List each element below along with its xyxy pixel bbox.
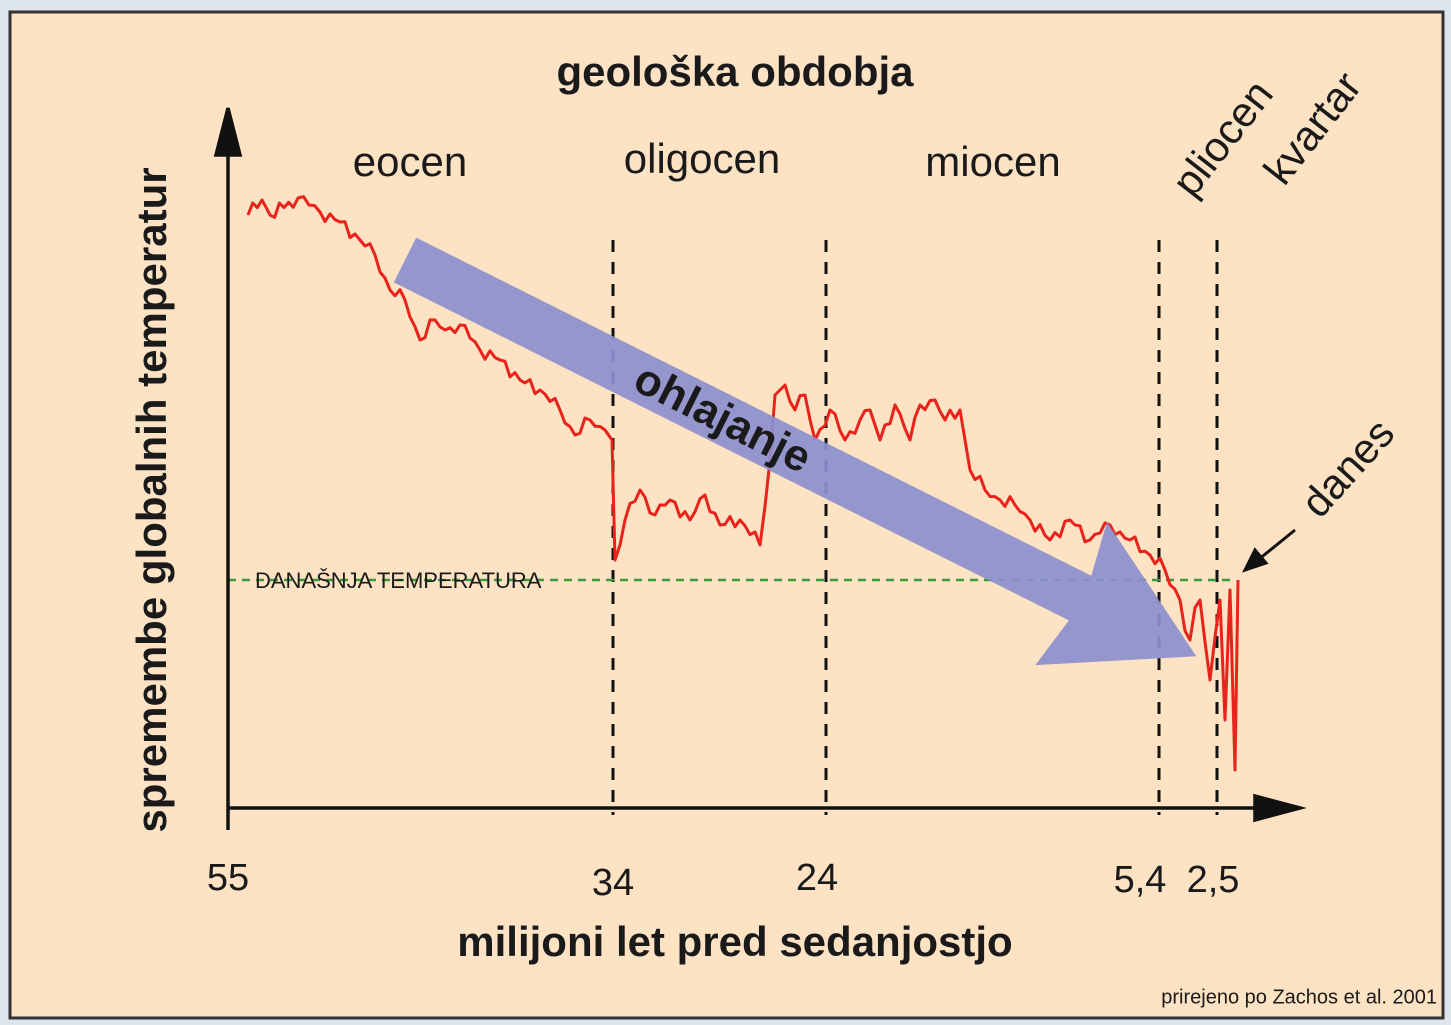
title: geološka obdobja <box>556 48 914 95</box>
y-arrowhead <box>213 107 243 157</box>
axes <box>213 107 1307 830</box>
source: prirejeno po Zachos et al. 2001 <box>1161 986 1437 1008</box>
x-axis-label: milijoni let pred sedanjostjo <box>457 918 1012 965</box>
panel <box>8 10 1445 1020</box>
x-tick-label: 34 <box>592 862 634 904</box>
reference-label: DANAŠNJA TEMPERATURA <box>255 568 542 593</box>
today-arrow <box>1242 528 1296 573</box>
epoch: oligocen <box>624 135 780 182</box>
x-tick-label: 2,5 <box>1187 859 1240 901</box>
x-arrowhead <box>1253 793 1307 823</box>
today-arrow-line <box>1257 528 1296 562</box>
x-tick-label: 5,4 <box>1114 859 1167 901</box>
arrow-shape <box>393 237 1197 666</box>
x-tick-label: 55 <box>207 857 249 899</box>
x-tick-label: 24 <box>796 857 838 899</box>
y-axis-label: spremembe globalnih temperatur <box>128 167 175 832</box>
epoch: miocen <box>925 138 1060 185</box>
epoch: eocen <box>353 138 467 185</box>
today-arrowhead <box>1242 547 1269 573</box>
temperature-curve <box>246 195 1240 772</box>
